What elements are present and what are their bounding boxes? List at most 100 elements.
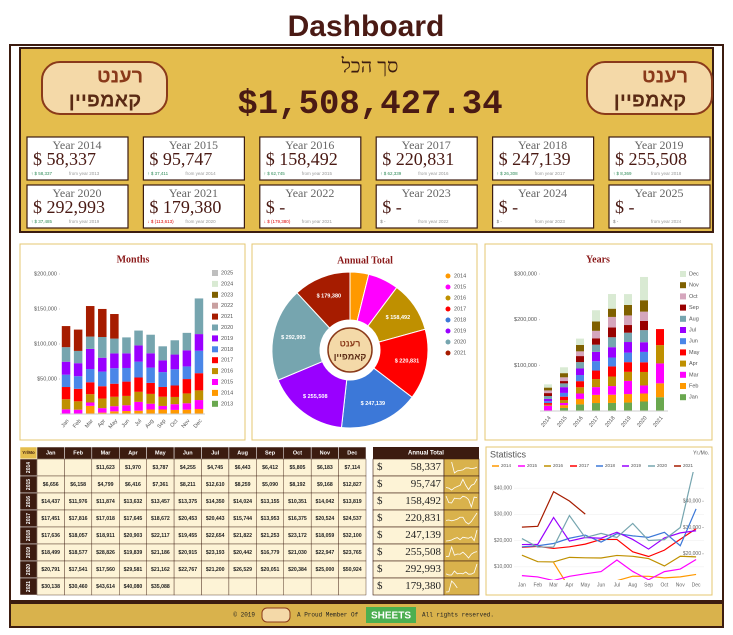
bar-segment — [134, 401, 143, 411]
legend-swatch — [445, 295, 451, 301]
legend-label: 2024 — [221, 281, 233, 287]
logo-shape — [41, 61, 168, 115]
table-cell — [256, 577, 284, 596]
table-cell-text: $20,384 — [288, 567, 307, 573]
table-header-text: Dec — [347, 450, 357, 456]
annual-currency: $ — [377, 546, 383, 558]
bar-segment — [608, 347, 616, 358]
sparkline — [445, 545, 478, 559]
data-label: $ 247,139 — [361, 401, 385, 407]
bar-segment — [170, 396, 180, 405]
table-year-text: 2021 — [26, 581, 32, 592]
bar-segment — [560, 373, 568, 378]
table-header-text: Aug — [237, 450, 248, 456]
table-cell-text: $13,155 — [261, 499, 280, 505]
legend-label: 2023 — [221, 292, 233, 298]
legend-label: Aug — [689, 316, 699, 322]
table-cell-text: $22,117 — [151, 533, 170, 539]
legend-swatch — [212, 280, 218, 287]
x-tick-label: Aug — [628, 582, 637, 588]
bar-segment — [122, 337, 131, 354]
year-card-from: from year 2023 — [535, 219, 566, 224]
x-axis-label: Yr./Mo. — [693, 450, 709, 456]
legend-swatch — [445, 350, 451, 356]
table-header-text: Jul — [211, 450, 219, 456]
table-cell-text: $30,138 — [41, 584, 60, 590]
table-cell-text: $20,915 — [178, 550, 197, 556]
bar-segment — [608, 402, 616, 411]
bar-segment — [560, 405, 568, 408]
legend-swatch — [212, 379, 218, 385]
table-cell-text: $17,816 — [69, 516, 88, 522]
bar-segment — [576, 344, 584, 352]
x-tick-label: Sep — [156, 418, 167, 429]
legend-swatch — [680, 371, 686, 378]
legend-swatch — [212, 389, 218, 396]
bar-segment — [576, 404, 584, 411]
bar-segment — [560, 407, 568, 411]
table-cell-text: $28,826 — [96, 550, 115, 556]
bar-segment — [170, 409, 180, 414]
line-series — [521, 472, 694, 548]
bar-segment — [122, 353, 131, 368]
bar-segment — [592, 321, 600, 331]
table-cell-text: $21,162 — [151, 567, 170, 573]
bar-segment — [182, 409, 192, 414]
table-cell-text: $14,024 — [233, 499, 252, 505]
annual-currency: $ — [377, 580, 383, 592]
bar-segment — [592, 394, 600, 404]
bar-segment — [640, 320, 648, 331]
bar-segment — [134, 361, 143, 378]
bar-segment — [544, 401, 552, 404]
table-cell — [338, 577, 367, 596]
bar-segment — [560, 400, 568, 403]
table-cell-text: $21,253 — [261, 533, 280, 539]
year-card-value: $ 220,831 — [382, 149, 454, 169]
bar-segment — [560, 387, 568, 393]
year-card-value: $ - — [382, 197, 402, 217]
y-tick-label: $40,000 — [494, 485, 512, 491]
bar-segment — [194, 390, 204, 401]
legend-label: Sep — [689, 305, 699, 311]
table-cell — [201, 577, 230, 596]
table-cell-text: $22,767 — [178, 567, 197, 573]
table-cell-text: $15,744 — [233, 516, 252, 522]
table-cell-text: $1,970 — [125, 465, 141, 471]
year-card-change: ↑ $ 62,745 — [264, 171, 286, 176]
legend-swatch — [680, 394, 686, 401]
x-tick-label: May — [108, 418, 119, 430]
bar-segment — [640, 385, 648, 394]
bar-segment — [624, 315, 632, 326]
footer-rights: All rights reserved. — [422, 612, 494, 619]
chart-title: Statistics — [490, 449, 527, 459]
legend-label: Oct — [689, 294, 698, 300]
year-card-from: from year 2018 — [651, 171, 682, 176]
bar-segment — [98, 398, 107, 409]
y-tick-label: $20,000 — [494, 538, 512, 544]
table-cell-text: $23,193 — [206, 550, 225, 556]
annual-amount: 179,380 — [405, 580, 441, 592]
year-card-label: Year 2023 — [402, 186, 451, 200]
bar-segment — [122, 411, 131, 414]
table-cell-text: $23,765 — [343, 550, 362, 556]
line-series — [521, 490, 586, 528]
table-cell-text: $7,114 — [344, 465, 360, 471]
bar-segment — [592, 344, 600, 352]
table-cell-text: $29,581 — [124, 567, 143, 573]
bar-segment — [98, 308, 107, 338]
bar-segment — [608, 366, 616, 377]
table-cell-text: $6,183 — [317, 465, 333, 471]
logo-text: קאמפיין — [614, 89, 686, 111]
bar-segment — [98, 408, 107, 413]
legend-swatch — [680, 282, 686, 289]
sheets-logo — [366, 607, 416, 623]
legend-swatch — [680, 304, 686, 311]
line-series — [521, 508, 697, 548]
legend-label: 2014 — [454, 273, 466, 279]
year-card-from: from year 2024 — [651, 219, 682, 224]
table-cell-text: $17,018 — [96, 516, 115, 522]
logo-text: רענט — [97, 65, 143, 87]
bar-segment — [656, 383, 664, 398]
table-cell-text: $10,351 — [288, 499, 307, 505]
table-cell-text: $6,443 — [235, 465, 251, 471]
